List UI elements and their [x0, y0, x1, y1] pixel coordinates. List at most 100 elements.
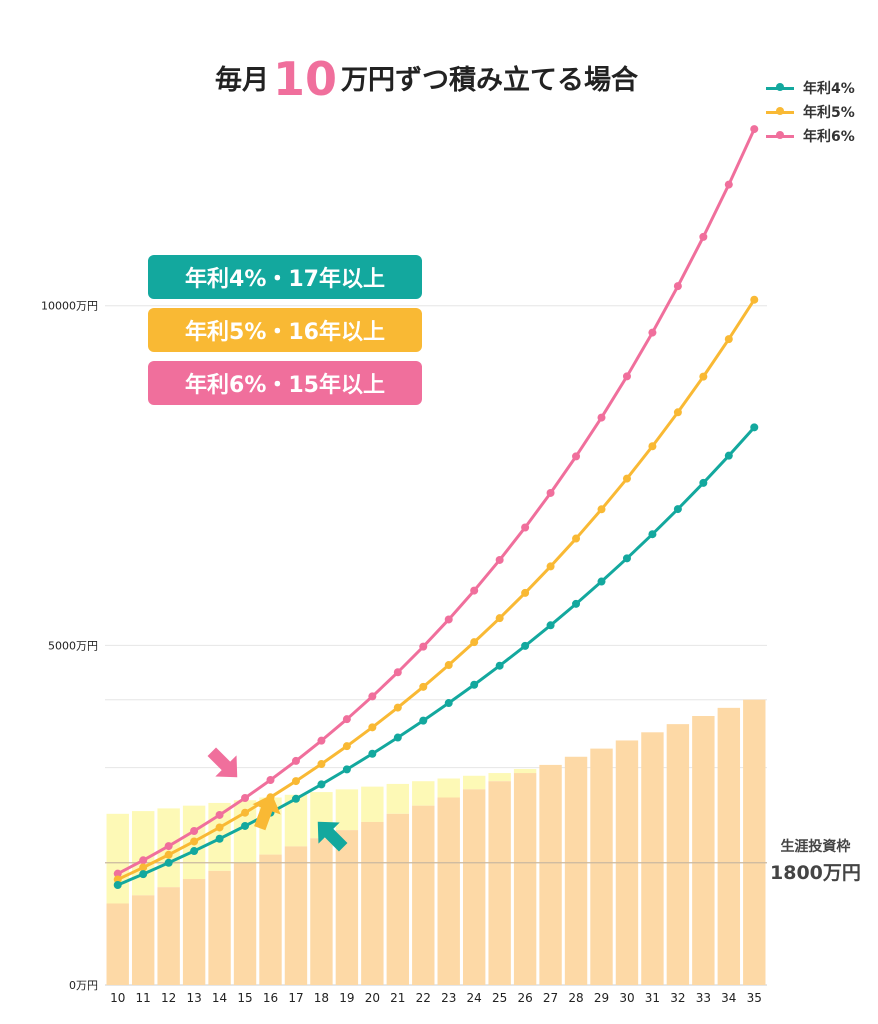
- y-tick-label: 10000万円: [41, 300, 98, 313]
- series-point: [622, 554, 631, 563]
- series-point: [291, 756, 300, 765]
- bar-principal: [437, 797, 460, 985]
- series-point: [724, 451, 733, 460]
- y-tick-label: 0万円: [69, 979, 98, 992]
- series-point: [495, 661, 504, 670]
- bar-principal: [310, 838, 333, 985]
- series-point: [470, 680, 479, 689]
- series-point: [215, 823, 224, 832]
- x-tick-label: 18: [314, 991, 329, 1005]
- series-line: [117, 298, 756, 881]
- bar-yellow: [335, 789, 359, 831]
- y-tick-label: 5000万円: [48, 639, 98, 652]
- legend-item-4: 年利4%: [766, 76, 855, 100]
- series-point: [342, 765, 351, 774]
- series-point: [139, 863, 148, 872]
- series-point: [317, 736, 326, 745]
- series-point: [597, 577, 606, 586]
- series-line: [117, 128, 756, 875]
- title-number: 10: [273, 52, 338, 106]
- arrows: [207, 747, 348, 852]
- series-point: [572, 452, 581, 461]
- legend-swatch-6: [766, 131, 794, 139]
- series-point: [317, 780, 326, 789]
- bar-yellow: [513, 768, 537, 774]
- x-tick-label: 10: [110, 991, 125, 1005]
- series-point: [342, 742, 351, 751]
- series-point: [139, 870, 148, 879]
- series-point: [495, 614, 504, 623]
- series-point: [368, 723, 377, 732]
- bar-principal: [157, 887, 180, 985]
- series-point: [622, 372, 631, 381]
- x-tick-label: 28: [568, 991, 583, 1005]
- bar-principal: [412, 805, 435, 985]
- series-point: [673, 505, 682, 514]
- series-point: [622, 474, 631, 483]
- x-tick-label: 16: [263, 991, 278, 1005]
- bar-principal: [386, 813, 410, 985]
- series-point: [444, 661, 453, 670]
- x-tick-label: 17: [288, 991, 303, 1005]
- bar-principal: [259, 854, 282, 985]
- series-point: [521, 523, 530, 532]
- bar-principal: [692, 715, 715, 985]
- bar-yellow: [361, 786, 384, 822]
- arrow-5-shape: [252, 794, 281, 831]
- bar-yellow: [131, 811, 155, 896]
- series-point: [444, 699, 453, 708]
- series-point: [470, 586, 479, 595]
- series-point: [393, 703, 402, 712]
- bar-principal: [106, 903, 129, 985]
- x-tick-label: 11: [136, 991, 151, 1005]
- series-point: [648, 530, 657, 539]
- title-prefix: 毎月: [215, 65, 269, 96]
- badge-4: 年利4%・17年以上: [148, 255, 422, 299]
- series-point: [190, 827, 199, 836]
- series-point: [750, 295, 759, 304]
- series-point: [241, 821, 250, 830]
- x-tick-label: 23: [441, 991, 456, 1005]
- series-point: [546, 562, 555, 571]
- series-point: [215, 810, 224, 819]
- bar-yellow: [106, 813, 129, 904]
- bar-principal: [208, 870, 231, 985]
- arrow-5: [252, 794, 281, 831]
- chart-title: 毎月10 万円ずつ積み立てる場合: [215, 52, 638, 106]
- limit-label: 生涯投資枠 1800万円: [770, 836, 861, 885]
- badge-6: 年利6%・15年以上: [148, 361, 422, 405]
- arrow-6-shape: [207, 747, 238, 778]
- legend-label-4: 年利4%: [803, 81, 855, 97]
- legend-label-6: 年利6%: [803, 129, 855, 145]
- series-point: [266, 775, 275, 784]
- bar-principal: [335, 830, 359, 985]
- series-point: [419, 716, 428, 725]
- arrow-4-shape: [317, 821, 348, 852]
- series-point: [368, 749, 377, 758]
- series-point: [750, 125, 759, 134]
- series-point: [673, 408, 682, 417]
- series-point: [750, 423, 759, 432]
- series-point: [241, 808, 250, 817]
- arrow-6: [207, 747, 238, 778]
- legend-swatch-5: [766, 107, 794, 115]
- bar-yellow: [386, 783, 410, 814]
- x-axis: 10 11 12 13 14 15 16 17 18 19 20 21 22 23 24 25 26 27 28 29…: [110, 991, 762, 1005]
- series-point: [393, 733, 402, 742]
- series-point: [368, 692, 377, 701]
- badge-5: 年利5%・16年以上: [148, 308, 422, 352]
- limit-label-2: 1800万円: [770, 862, 861, 884]
- x-tick-label: 32: [670, 991, 685, 1005]
- bar-principal: [233, 862, 257, 985]
- bar-principal: [182, 879, 206, 985]
- x-tick-label: 31: [645, 991, 660, 1005]
- bar-principal: [666, 724, 690, 985]
- series-point: [113, 875, 122, 884]
- series-point: [113, 881, 122, 890]
- x-tick-label: 20: [365, 991, 380, 1005]
- x-tick-label: 35: [747, 991, 762, 1005]
- series-point: [724, 335, 733, 344]
- series-point: [113, 869, 122, 878]
- series-point: [673, 282, 682, 291]
